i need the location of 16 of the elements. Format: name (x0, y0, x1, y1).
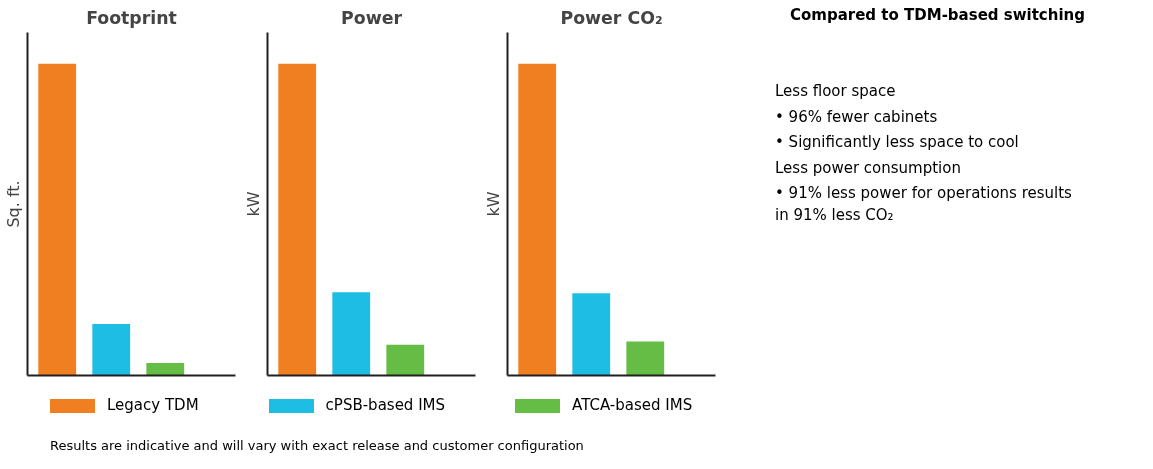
text: Results are indicative and will vary with exact release and customer configuration (49, 437, 584, 455)
chart-title: Footprint (86, 7, 177, 28)
text: • 96% fewer cabinets (775, 106, 939, 128)
legend-label: cPSB-based IMS (325, 396, 446, 414)
y-axis-title: Sq. ft. (3, 180, 23, 228)
text: • Significantly less space to cool (775, 132, 1020, 154)
chart-title: Power CO₂ (560, 7, 663, 28)
text: Less floor space (775, 81, 897, 103)
y-axis-title: kW (243, 191, 263, 217)
legend-label: ATCA-based IMS (572, 396, 693, 414)
legend-label: Legacy TDM (107, 396, 199, 414)
y-axis-title: kW (483, 191, 503, 217)
text: Compared to TDM-based switching (789, 5, 1085, 26)
chart-title: Power (341, 7, 403, 28)
text: • 91% less power for operations results in 91% less CO₂ (775, 183, 1073, 226)
text: Less power consumption (775, 157, 962, 179)
